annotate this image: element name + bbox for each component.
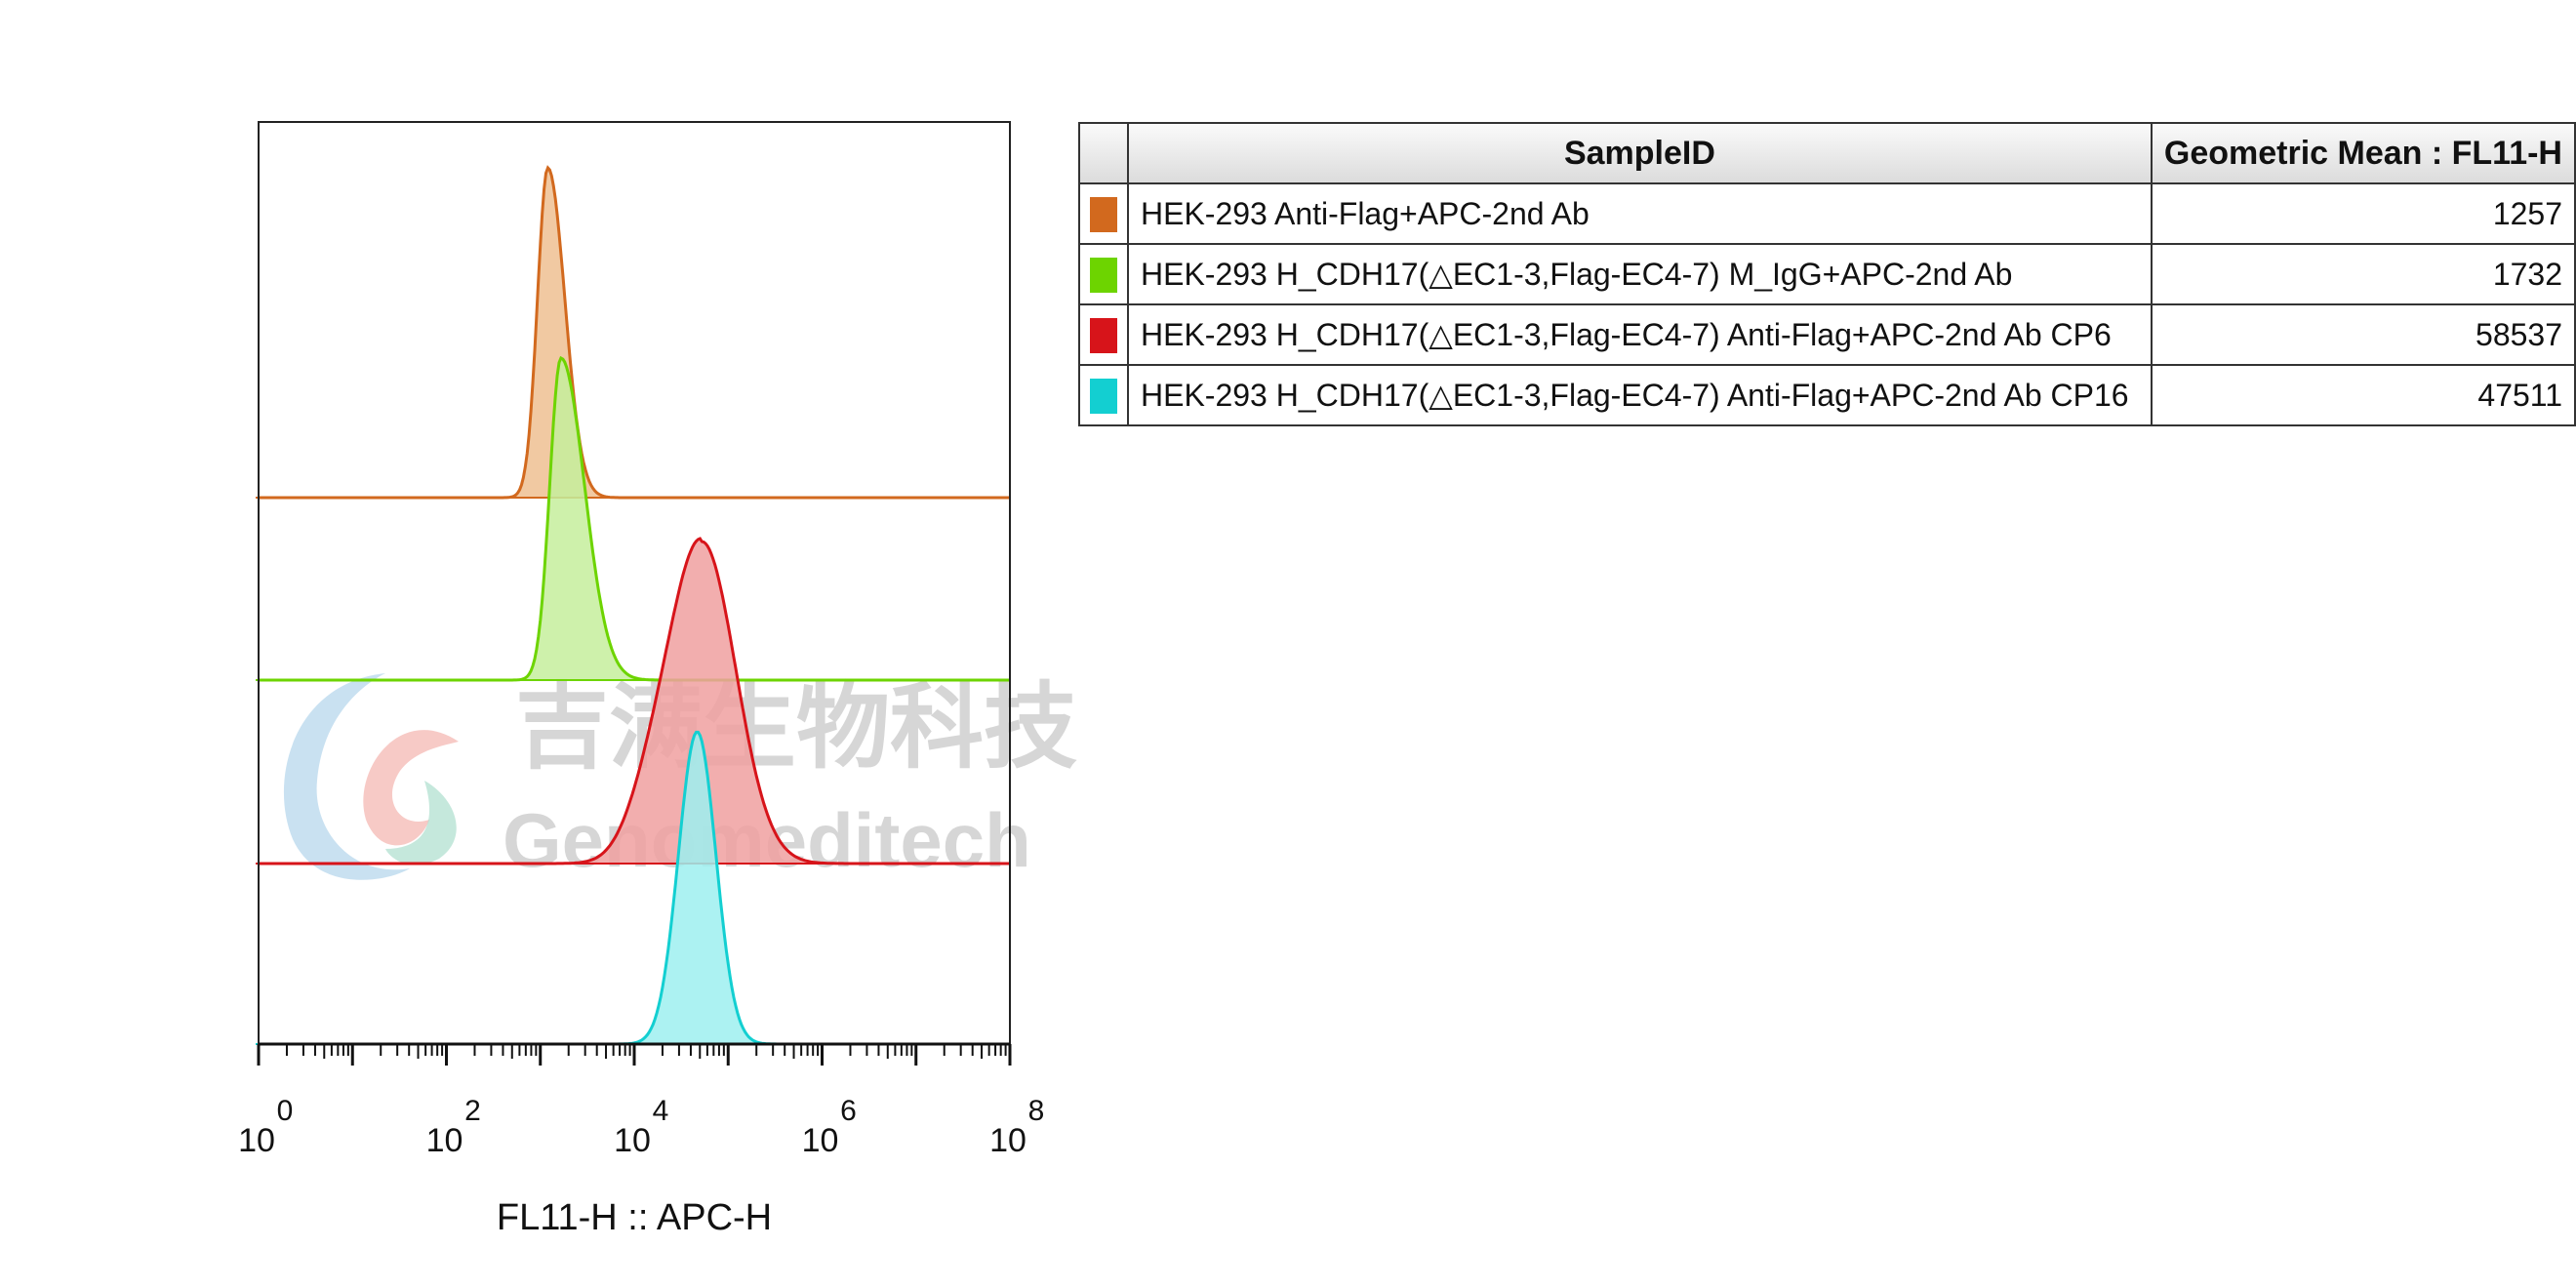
x-axis-title: FL11-H :: APC-H — [497, 1197, 772, 1238]
genomeditech-logo-icon — [283, 673, 459, 880]
x-tick-label-base: 10 — [802, 1122, 839, 1159]
legend-sample-name: HEK-293 H_CDH17(△EC1-3,Flag-EC4-7) M_IgG… — [1127, 243, 2153, 305]
legend-table: SampleID Geometric Mean : FL11-H HEK-293… — [1078, 122, 2576, 426]
legend-swatch-cell — [1078, 182, 1129, 245]
x-tick-label-exponent: 2 — [464, 1095, 481, 1127]
histogram-curve-3 — [259, 537, 1010, 865]
plot-frame — [258, 121, 1011, 1045]
watermark-chinese: 吉满生物科技 — [515, 672, 1077, 782]
x-tick-label-exponent: 4 — [653, 1095, 669, 1127]
legend-color-swatch — [1090, 197, 1117, 233]
histogram-fill-3 — [259, 539, 1010, 864]
histogram-fill-2 — [259, 358, 1010, 680]
legend-geometric-mean: 1257 — [2150, 182, 2576, 245]
x-tick-label-base: 10 — [426, 1122, 463, 1159]
histogram-curve-1 — [259, 165, 1010, 500]
legend-row: HEK-293 H_CDH17(△EC1-3,Flag-EC4-7) M_IgG… — [1078, 243, 2576, 305]
legend-sample-name: HEK-293 H_CDH17(△EC1-3,Flag-EC4-7) Anti-… — [1127, 303, 2153, 366]
legend-row: HEK-293 H_CDH17(△EC1-3,Flag-EC4-7) Anti-… — [1078, 364, 2576, 426]
legend-header-geomean: Geometric Mean : FL11-H — [2150, 122, 2576, 184]
legend-geometric-mean: 47511 — [2150, 364, 2576, 426]
legend-sample-name: HEK-293 Anti-Flag+APC-2nd Ab — [1127, 182, 2153, 245]
x-tick-label-exponent: 0 — [277, 1095, 294, 1127]
histogram-fill-1 — [259, 168, 1010, 498]
x-tick-label-base: 10 — [614, 1122, 651, 1159]
legend-color-swatch — [1090, 258, 1117, 294]
x-tick-label-exponent: 8 — [1028, 1095, 1045, 1127]
legend-header-swatch — [1078, 122, 1129, 184]
legend-swatch-cell — [1078, 243, 1129, 305]
legend-swatch-cell — [1078, 364, 1129, 426]
legend-row: HEK-293 Anti-Flag+APC-2nd Ab 1257 — [1078, 182, 2576, 245]
legend-header-row: SampleID Geometric Mean : FL11-H — [1078, 122, 2576, 184]
histogram-curve-2 — [259, 355, 1010, 682]
legend-color-swatch — [1090, 379, 1117, 415]
legend-swatch-cell — [1078, 303, 1129, 366]
x-tick-label-base: 10 — [238, 1122, 275, 1159]
series-layer — [256, 165, 1010, 1046]
legend-header-sampleid: SampleID — [1127, 122, 2153, 184]
legend-geometric-mean: 58537 — [2150, 303, 2576, 366]
legend-geometric-mean: 1732 — [2150, 243, 2576, 305]
x-tick-label-base: 10 — [989, 1122, 1026, 1159]
x-tick-label-exponent: 6 — [840, 1095, 857, 1127]
legend-row: HEK-293 H_CDH17(△EC1-3,Flag-EC4-7) Anti-… — [1078, 303, 2576, 366]
legend-color-swatch — [1090, 318, 1117, 354]
legend-sample-name: HEK-293 H_CDH17(△EC1-3,Flag-EC4-7) Anti-… — [1127, 364, 2153, 426]
